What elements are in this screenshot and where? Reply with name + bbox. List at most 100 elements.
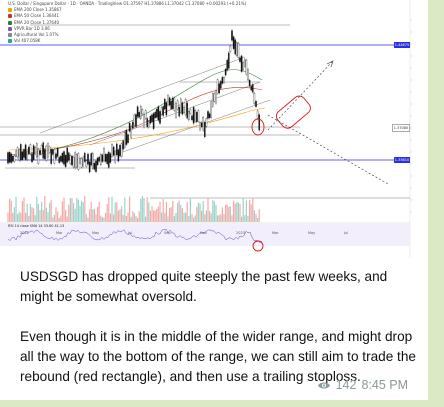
volume-bar (157, 206, 159, 222)
volume-bar (87, 217, 89, 222)
volume-bar (141, 196, 143, 222)
volume-bar (33, 208, 35, 222)
x-axis-label: 2023 (236, 231, 245, 235)
candle-body (248, 79, 251, 87)
volume-bar (76, 197, 78, 222)
volume-bar (180, 205, 182, 222)
volume-bar (55, 207, 57, 222)
volume-bar (223, 214, 225, 222)
candle-body (148, 121, 150, 128)
volume-bar (53, 214, 55, 222)
volume-bar (37, 203, 39, 222)
x-axis-label: Nov (200, 231, 207, 235)
volume-bar (215, 204, 217, 222)
candle-body (239, 57, 241, 62)
candle-body (236, 42, 238, 56)
indicator-row: EMA 20 Close 1.37640 (8, 20, 246, 26)
chart-image[interactable]: U.S. Dollar / Singapore Dollar · 1D · OA… (0, 0, 428, 258)
volume-bar (159, 201, 161, 222)
candle-body (100, 154, 102, 166)
volume-bar (65, 210, 67, 222)
indicator-row: EMA 200 Close 1.35867 (8, 7, 246, 13)
volume-bar (181, 208, 183, 222)
volume-bar (60, 215, 62, 222)
volume-bar (194, 215, 196, 222)
candle-body (40, 145, 43, 155)
candle-body (133, 114, 136, 126)
candle-body (8, 151, 11, 163)
volume-bar (132, 211, 134, 222)
candle-body (87, 153, 89, 165)
volume-bar (73, 203, 75, 222)
candle-body (216, 79, 219, 94)
volume-bars (7, 196, 260, 222)
chart-title-line: U.S. Dollar / Singapore Dollar · 1D · OA… (8, 1, 247, 6)
candle-body (82, 156, 84, 167)
volume-bar (31, 207, 33, 222)
candle-body (256, 110, 259, 119)
candle-body (221, 77, 224, 84)
candle-body (84, 152, 86, 162)
volume-bar (10, 200, 12, 222)
candle-body (44, 149, 46, 159)
candle-body (143, 114, 145, 128)
candle-body (229, 45, 232, 52)
candle-body (52, 149, 54, 155)
volume-bar (133, 213, 135, 222)
volume-bar (63, 197, 65, 222)
volume-bar (228, 206, 230, 222)
volume-bar (151, 206, 153, 222)
indicator-swatch (8, 26, 12, 31)
volume-bar (58, 217, 60, 222)
candle-body (196, 112, 198, 123)
volume-bar (167, 216, 169, 222)
volume-bar (66, 216, 68, 222)
candle-body (252, 84, 254, 93)
volume-bar (239, 203, 241, 222)
volume-bar (169, 208, 171, 222)
candle-body (226, 59, 228, 71)
volume-bar (97, 206, 99, 222)
candle-body (119, 145, 121, 157)
candle-body (208, 113, 211, 118)
candle-body (212, 93, 214, 107)
candle-body (90, 153, 92, 166)
candle-body (136, 106, 139, 117)
candle-body (104, 154, 107, 162)
volume-bar (7, 212, 9, 222)
volume-bar (218, 214, 220, 222)
volume-bar (252, 198, 254, 222)
rsi-label: RSI 14 close SMA 14 33.60 41.13 (8, 224, 65, 228)
drop-projection (267, 114, 389, 185)
candle-body (175, 103, 177, 118)
indicator-row: EMA 50 Close 1.36441 (8, 13, 246, 19)
indicator-swatch (8, 33, 12, 38)
message-bubble: U.S. Dollar / Singapore Dollar · 1D · OA… (0, 0, 428, 400)
rebound-projection (267, 61, 333, 131)
volume-bar (253, 210, 255, 222)
candle-body (127, 134, 129, 143)
volume-bar (125, 216, 127, 222)
candle-body (98, 156, 100, 162)
volume-bar (29, 203, 31, 222)
candle-body (56, 148, 59, 157)
volume-bar (130, 216, 132, 222)
price-tag-resistance: 1.44675 (394, 42, 410, 48)
volume-bar (185, 212, 187, 222)
candle-body (242, 62, 244, 70)
volume-bar (17, 213, 19, 222)
indicator-swatch (8, 39, 12, 44)
volume-bar (202, 201, 204, 222)
candle-body (168, 97, 171, 106)
volume-bar (177, 202, 179, 222)
volume-bar (44, 196, 46, 222)
volume-bar (161, 212, 163, 222)
x-axis-label: Mar (56, 231, 63, 235)
candle-body (12, 156, 14, 162)
indicator-legend: U.S. Dollar / Singapore Dollar · 1D · OA… (8, 1, 246, 44)
volume-bar (193, 217, 195, 222)
candle-body (88, 161, 91, 173)
indicator-swatch (8, 8, 12, 13)
candle-body (200, 122, 203, 128)
volume-bar (207, 197, 209, 222)
